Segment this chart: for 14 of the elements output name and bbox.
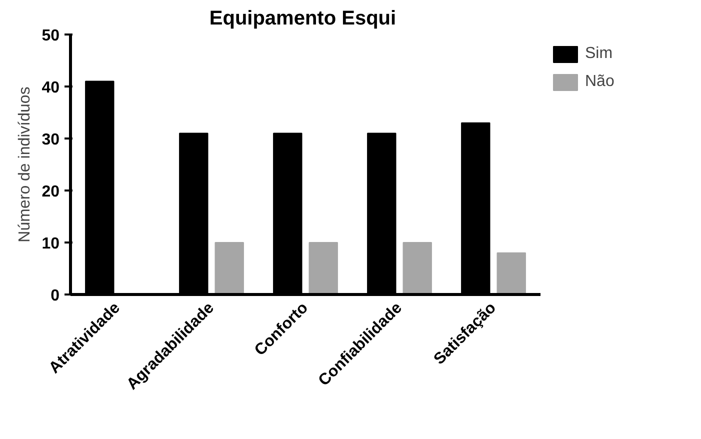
chart-title: Equipamento Esqui xyxy=(209,8,396,30)
y-tick-label: 30 xyxy=(42,132,60,148)
legend-label: Não xyxy=(585,73,614,91)
y-tick-label: 0 xyxy=(50,288,60,304)
bar xyxy=(402,242,432,294)
bar xyxy=(496,252,526,294)
y-axis-title: Número de indivíduos xyxy=(16,86,34,242)
y-tick-label: 10 xyxy=(42,236,60,252)
legend-label: Sim xyxy=(585,45,613,63)
y-tick-label: 40 xyxy=(42,80,60,96)
bar xyxy=(214,242,244,294)
bar xyxy=(308,242,338,294)
y-tick-label: 50 xyxy=(42,28,60,44)
y-tick-label: 20 xyxy=(42,184,60,200)
